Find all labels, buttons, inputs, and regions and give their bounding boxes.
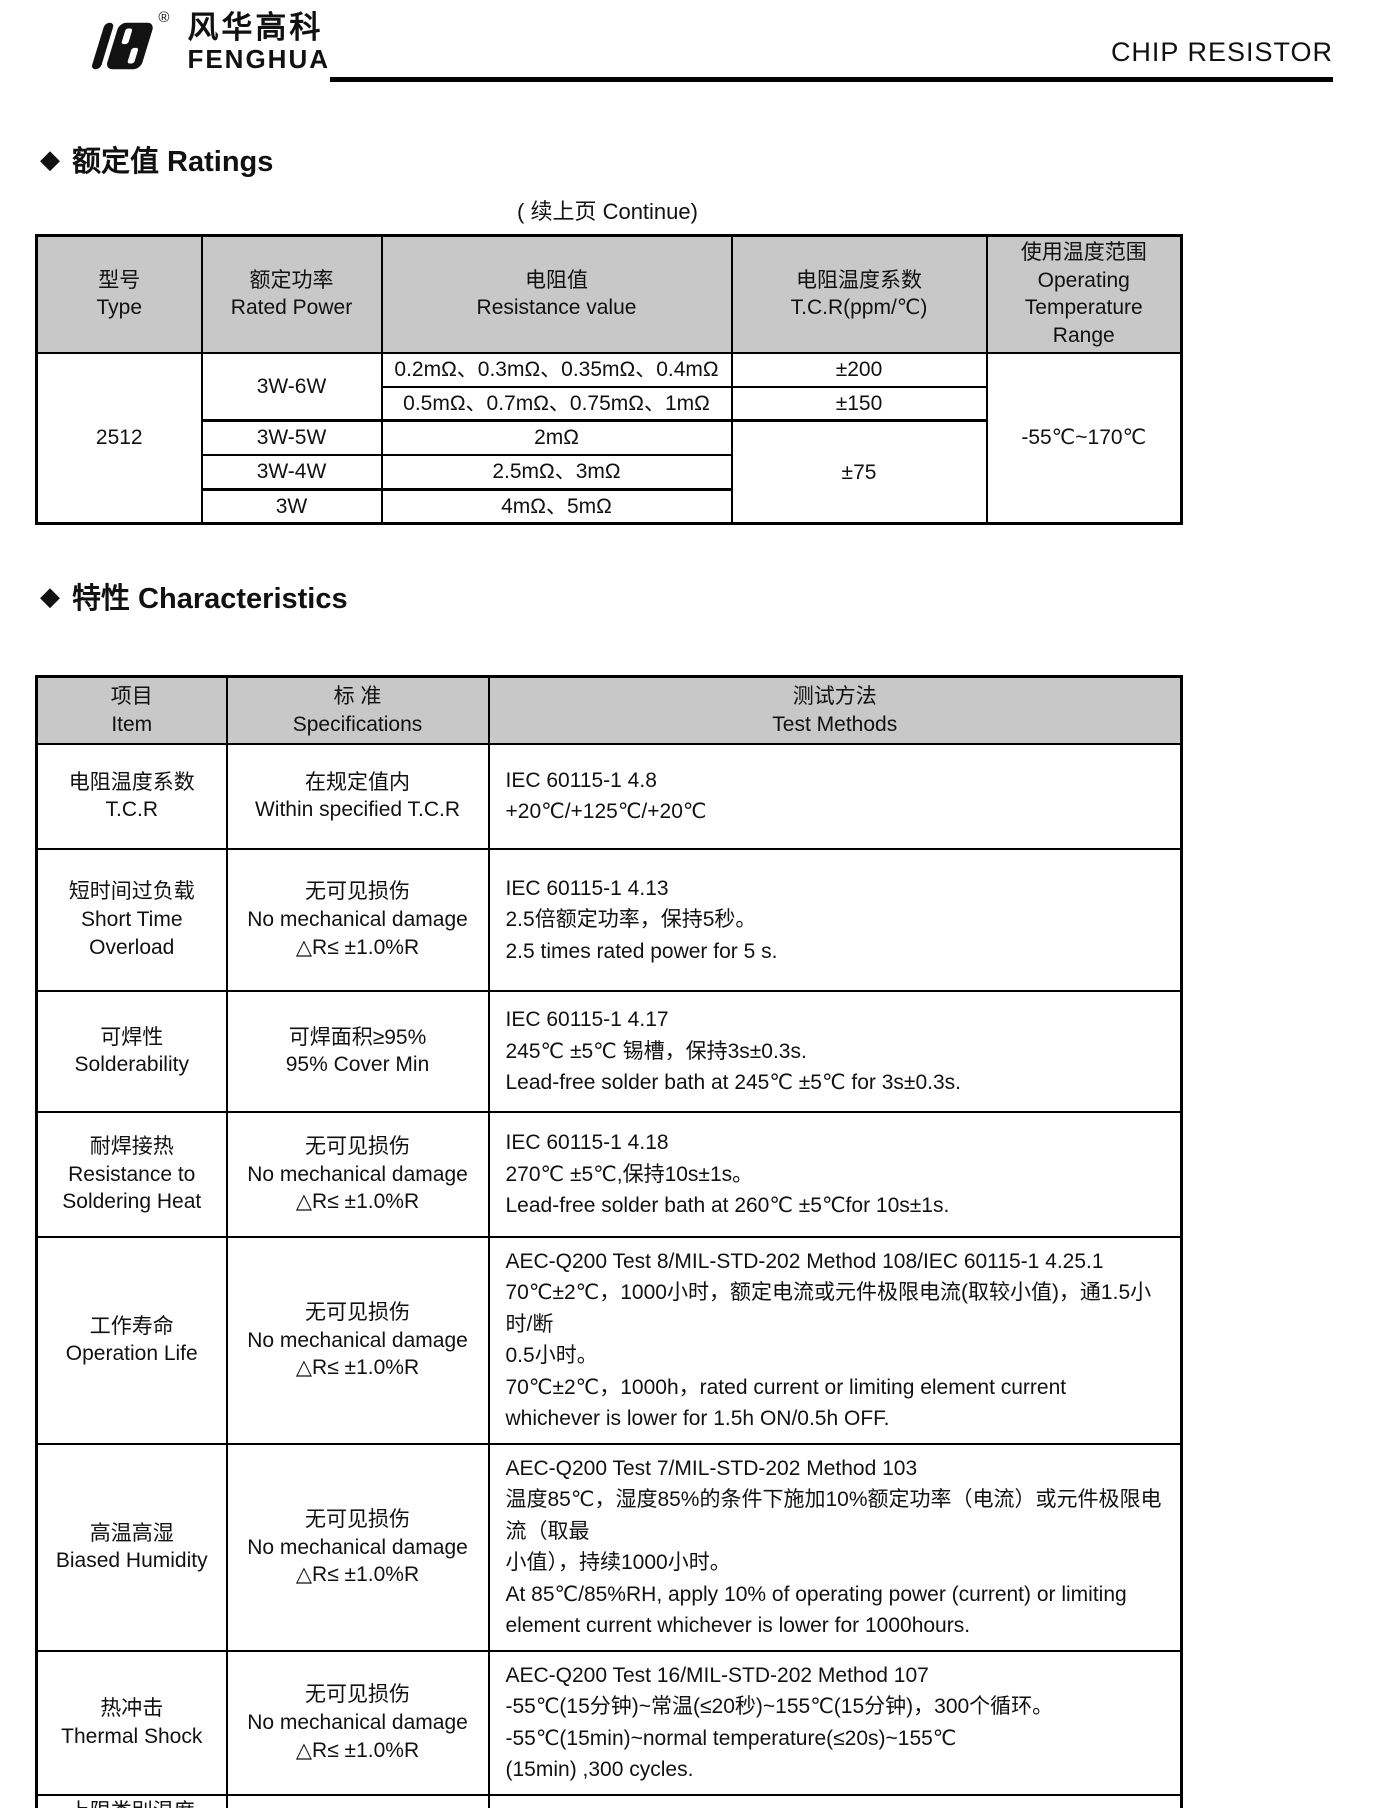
tcr-cell: ±200 — [730, 351, 988, 388]
rated-power-cell: 3W-6W — [200, 351, 383, 422]
ratings-table: 型号 Type 额定功率 Rated Power 电阻值 Resistance … — [35, 234, 1183, 526]
brand-name-en: FENGHUA — [187, 43, 330, 74]
spec-cell: 无可见损伤 No mechanical damage △R≤ ±1.0%R — [225, 1110, 490, 1238]
ratings-header-row: 型号 Type 额定功率 Rated Power 电阻值 Resistance … — [35, 234, 1183, 354]
ratings-section-title: ◆ 额定值 Ratings — [40, 138, 1385, 180]
temp-range-cell: -55℃~170℃ — [985, 351, 1183, 525]
continue-note: ( 续上页 Continue) — [517, 199, 698, 224]
ratings-row: 2512 3W-6W 0.2mΩ、0.3mΩ、0.35mΩ、0.4mΩ ±200… — [35, 351, 1183, 525]
test-method-cell: AEC-Q200 Test 8/MIL-STD-202 Method 108/I… — [487, 1235, 1183, 1445]
brand-name-cn: 风华高科 — [187, 10, 324, 45]
test-method-cell: IEC 60115-1 4.13 2.5倍额定功率，保持5秒。 2.5 time… — [487, 847, 1183, 992]
spec-cell: 无可见损伤 No mechanical damage △R≤ ±1.0%R — [225, 1442, 490, 1652]
tcr-cell: ±75 — [730, 419, 988, 525]
diamond-bullet-icon: ◆ — [40, 581, 60, 612]
ratings-row: 3W 4mΩ、5mΩ — [37, 487, 1182, 525]
characteristics-row-tcr: 电阻温度系数 T.C.R 在规定值内 Within specified T.C.… — [35, 742, 1183, 850]
spec-cell: 无可见损伤 No mechanical damage △R≤ ±1.0%R — [225, 1649, 490, 1796]
test-method-cell: AEC-Q200 Test 16/MIL-STD-202 Method 107 … — [487, 1649, 1183, 1796]
test-method-cell: IEC 60115-1 4.17 245℃ ±5℃ 锡槽，保持3s±0.3s. … — [487, 989, 1183, 1113]
spec-cell: 无可见损伤 No mechanical damage △R≤ ±1.0%R — [225, 847, 490, 992]
item-cell: 电阻温度系数 T.C.R — [35, 742, 228, 850]
characteristics-title-text: 特性 Characteristics — [72, 583, 348, 616]
characteristics-table: 项目 Item 标 准 Specifications 测试方法 Test Met… — [35, 675, 1183, 1808]
characteristics-row-soldering-heat: 耐焊接热 Resistance to Soldering Heat 无可见损伤 … — [35, 1110, 1183, 1238]
resistance-cell: 0.5mΩ、0.7mΩ、0.75mΩ、1mΩ — [380, 385, 733, 422]
spec-cell: 无可见损伤 No mechanical damage △R≤ ±1.0%R — [225, 1793, 490, 1808]
characteristics-row-endurance: 上限类别温度 耐久性 Endurance at Upper Category T… — [35, 1793, 1183, 1808]
characteristics-section-title: ◆ 特性 Characteristics — [40, 575, 1385, 617]
spec-cell: 在规定值内 Within specified T.C.R — [225, 742, 490, 850]
type-cell: 2512 — [35, 351, 203, 525]
test-method-cell: AEC-Q200 Test 3/MIL-STD-202 Method 108/I… — [487, 1793, 1183, 1808]
ratings-row: 0.5mΩ、0.7mΩ、0.75mΩ、1mΩ ±150 — [37, 385, 1182, 422]
item-cell: 耐焊接热 Resistance to Soldering Heat — [35, 1110, 228, 1238]
item-cell: 工作寿命 Operation Life — [35, 1235, 228, 1445]
col-header-item: 项目 Item — [35, 675, 228, 745]
characteristics-row-biased-humidity: 高温高湿 Biased Humidity 无可见损伤 No mechanical… — [35, 1442, 1183, 1652]
rated-power-cell: 3W-5W — [200, 419, 383, 457]
diamond-bullet-icon: ◆ — [40, 144, 60, 174]
rated-power-cell: 3W-4W — [200, 454, 383, 491]
spec-cell: 无可见损伤 No mechanical damage △R≤ ±1.0%R — [225, 1235, 490, 1445]
brand-text: 风华高科 FENGHUA — [187, 10, 330, 74]
col-header-type: 型号 Type — [35, 234, 203, 354]
ratings-row: 3W-4W 2.5mΩ、3mΩ — [37, 454, 1182, 491]
ratings-row: 3W-5W 2mΩ ±75 — [37, 419, 1182, 525]
test-method-cell: IEC 60115-1 4.18 270℃ ±5℃,保持10s±1s。 Lead… — [487, 1110, 1183, 1238]
col-header-rated-power: 额定功率 Rated Power — [200, 234, 383, 354]
rated-power-cell: 3W — [200, 487, 383, 525]
resistance-cell: 4mΩ、5mΩ — [380, 487, 733, 525]
header-rule: CHIP RESISTOR — [330, 10, 1333, 82]
resistance-cell: 0.2mΩ、0.3mΩ、0.35mΩ、0.4mΩ — [380, 351, 733, 388]
col-header-specifications: 标 准 Specifications — [225, 675, 490, 745]
item-cell: 短时间过负载 Short Time Overload — [35, 847, 228, 992]
item-cell: 上限类别温度 耐久性 Endurance at Upper Category T… — [35, 1793, 228, 1808]
ratings-title-text: 额定值 Ratings — [72, 146, 274, 178]
col-header-resistance: 电阻值 Resistance value — [380, 234, 733, 354]
document-title: CHIP RESISTOR — [1110, 37, 1333, 67]
characteristics-row-solderability: 可焊性 Solderability 可焊面积≥95% 95% Cover Min… — [35, 989, 1183, 1113]
fenghua-logo-mark-icon — [91, 22, 153, 70]
fenghua-logo: ® 风华高科 FENGHUA — [78, 10, 330, 82]
item-cell: 可焊性 Solderability — [35, 989, 228, 1113]
characteristics-header-row: 项目 Item 标 准 Specifications 测试方法 Test Met… — [35, 675, 1183, 745]
page-header: ® 风华高科 FENGHUA CHIP RESISTOR — [0, 0, 1385, 82]
spec-cell: 可焊面积≥95% 95% Cover Min — [225, 989, 490, 1113]
registered-mark: ® — [158, 9, 170, 26]
resistance-cell: 2.5mΩ、3mΩ — [380, 454, 733, 491]
tcr-cell: ±150 — [730, 385, 988, 422]
test-method-cell: AEC-Q200 Test 7/MIL-STD-202 Method 103 温… — [487, 1442, 1183, 1652]
item-cell: 热冲击 Thermal Shock — [35, 1649, 228, 1796]
resistance-cell: 2mΩ — [380, 419, 733, 457]
test-method-cell: IEC 60115-1 4.8 +20℃/+125℃/+20℃ — [487, 742, 1183, 850]
characteristics-row-short-time-overload: 短时间过负载 Short Time Overload 无可见损伤 No mech… — [35, 847, 1183, 992]
item-cell: 高温高湿 Biased Humidity — [35, 1442, 228, 1652]
col-header-test-methods: 测试方法 Test Methods — [487, 675, 1183, 745]
characteristics-row-thermal-shock: 热冲击 Thermal Shock 无可见损伤 No mechanical da… — [35, 1649, 1183, 1796]
characteristics-row-operation-life: 工作寿命 Operation Life 无可见损伤 No mechanical … — [35, 1235, 1183, 1445]
col-header-temp-range: 使用温度范围 Operating Temperature Range — [985, 234, 1183, 354]
col-header-tcr: 电阻温度系数 T.C.R(ppm/℃) — [730, 234, 988, 354]
